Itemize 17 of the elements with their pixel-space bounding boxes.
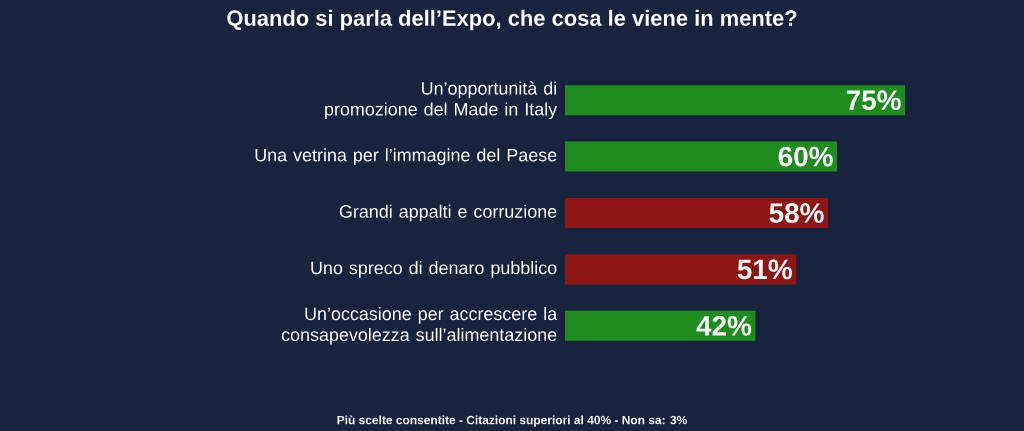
- chart-title: Quando si parla dell’Expo, che cosa le viene in mente?: [227, 9, 797, 31]
- bar: [565, 254, 797, 285]
- text: Più scelte consentite - Citazioni superiori al 40% - Non sa: 3%: [337, 415, 687, 427]
- bar: [565, 198, 828, 228]
- y-tick-label: Un’occasione per accrescere la consapevolezza sull’alimentazione: [281, 306, 558, 345]
- bar: [565, 310, 756, 341]
- data-label: 51%: [737, 259, 792, 280]
- y-tick-label: Uno spreco di denaro pubblico: [311, 261, 557, 278]
- y-tick-label: Grandi appalti e corruzione: [339, 204, 557, 222]
- y-tick-label: Un’opportunità di promozione del Made in Italy: [325, 81, 558, 120]
- data-label: 75%: [846, 90, 901, 111]
- y-tick-label: Una vetrina per l’immagine del Paese: [255, 148, 557, 165]
- data-label: 58%: [769, 203, 824, 223]
- bar: [565, 85, 906, 116]
- data-label: 60%: [778, 146, 833, 167]
- bar: [565, 141, 838, 172]
- data-label: 42%: [696, 315, 752, 336]
